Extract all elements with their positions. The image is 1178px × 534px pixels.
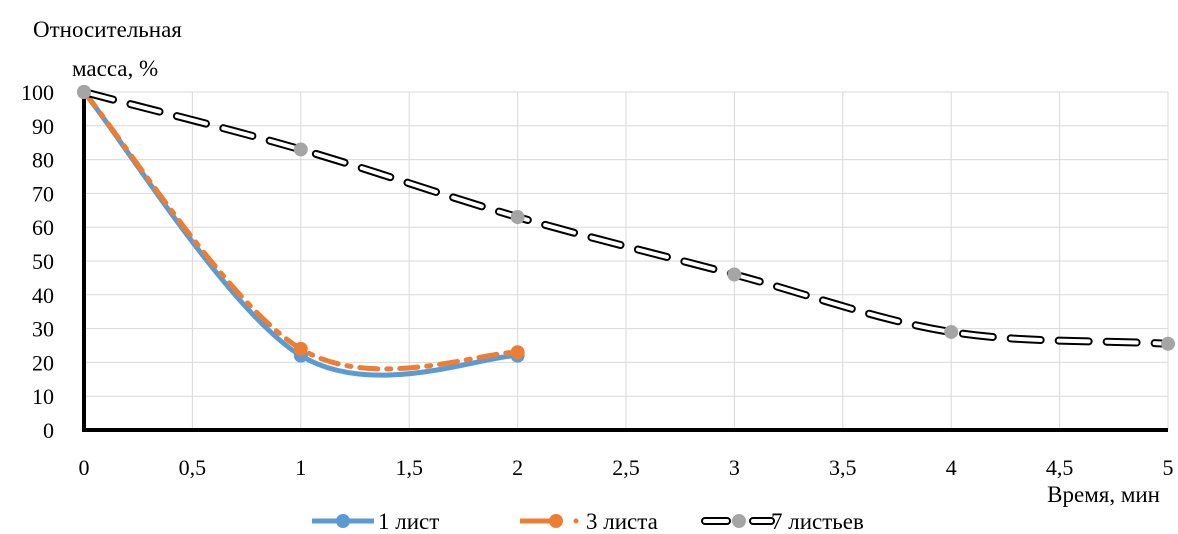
legend-entry-2: 3 листа	[520, 509, 658, 534]
y-tick-label: 100	[21, 80, 54, 105]
legend-marker	[336, 514, 350, 528]
x-tick-label: 0	[79, 455, 90, 480]
y-tick-label: 90	[32, 114, 54, 139]
x-tick-label: 0,5	[179, 455, 207, 480]
data-point-marker	[293, 341, 308, 356]
series-line	[81, 89, 521, 372]
x-tick-label: 2	[512, 455, 523, 480]
data-point-marker	[510, 210, 525, 225]
y-tick-label: 10	[32, 384, 54, 409]
legend-label: 7 листьев	[771, 509, 864, 534]
data-point-marker	[1161, 336, 1175, 351]
y-tick-label: 0	[43, 418, 54, 443]
legend-dot	[573, 518, 579, 524]
x-tick-label: 4	[946, 455, 957, 480]
legend-marker	[732, 514, 746, 528]
grid-lines	[83, 91, 1169, 431]
x-tick-label: 5	[1163, 455, 1174, 480]
y-tick-label: 70	[32, 181, 54, 206]
y-tick-label: 60	[32, 215, 54, 240]
y-tick-label: 30	[32, 317, 54, 342]
legend-label: 3 листа	[586, 509, 658, 534]
data-point-marker	[510, 345, 525, 360]
series-3	[77, 85, 1175, 351]
x-tick-labels: 0 0,5 1 1,5 2 2,5 3 3,5 4 4,5 5	[79, 455, 1174, 480]
data-point-marker	[77, 85, 91, 99]
y-tick-label: 40	[32, 283, 54, 308]
y-tick-label: 50	[32, 249, 54, 274]
x-tick-label: 2,5	[612, 455, 640, 480]
axes	[82, 92, 1168, 432]
legend-marker	[549, 514, 563, 528]
series-line	[82, 90, 1170, 346]
series-group	[77, 85, 1175, 378]
x-axis-label: Время, мин	[1047, 482, 1160, 507]
x-tick-label: 1	[295, 455, 306, 480]
y-axis-label-line2: масса, %	[72, 56, 158, 81]
y-tick-labels: 0 10 20 30 40 50 60 70 80 90 100	[21, 80, 54, 443]
data-point-marker	[727, 267, 742, 282]
data-point-marker	[293, 142, 308, 157]
legend-entry-1: 1 лист	[312, 509, 439, 534]
x-tick-label: 3,5	[829, 455, 857, 480]
legend-label: 1 лист	[378, 509, 439, 534]
x-tick-label: 3	[729, 455, 740, 480]
legend: 1 лист 3 листа 7 листьев	[312, 509, 864, 534]
y-tick-label: 20	[32, 350, 54, 375]
y-axis-label-line1: Относительная	[33, 17, 182, 42]
legend-entry-3: 7 листьев	[701, 509, 864, 534]
data-point-marker	[944, 324, 959, 339]
x-tick-label: 1,5	[395, 455, 423, 480]
y-tick-label: 80	[32, 148, 54, 173]
x-tick-label: 4,5	[1046, 455, 1074, 480]
